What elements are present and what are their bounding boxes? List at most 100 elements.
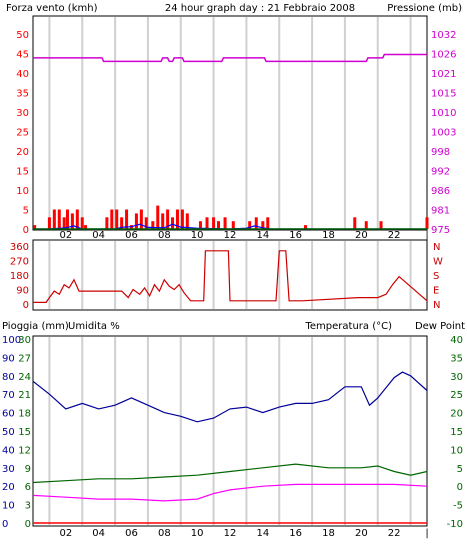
wind-bar (212, 217, 216, 229)
pressure-tick-label: 1026 (431, 50, 456, 61)
wind-tick-label: 35 (16, 89, 29, 100)
wind-bar (144, 217, 148, 229)
x-tick-label: 14 (256, 528, 269, 539)
x-tick-label: 10 (191, 528, 204, 539)
wind-bar (231, 221, 235, 229)
dew-point-line (32, 483, 428, 502)
pressure-tick-label: 986 (431, 186, 450, 197)
wind-bar (425, 217, 429, 229)
wind-bar (353, 217, 357, 229)
temp-right-tick-label: 0 (457, 482, 463, 493)
x-tick-label: 18 (322, 528, 335, 539)
temp-left-tick-label: 27 (18, 353, 31, 364)
temp-right-tick-label: 5 (457, 464, 463, 475)
rain-tick-label: 0 (2, 519, 8, 530)
x-tick-label: 22 (388, 230, 401, 241)
x-tick-label: 20 (355, 230, 368, 241)
wind-bar (84, 225, 88, 229)
wind-bar (248, 221, 252, 229)
x-tick-label: 14 (256, 230, 269, 241)
chart-title: 24 hour graph day : 21 Febbraio 2008 (165, 3, 355, 14)
temp-right-tick-label: 10 (450, 445, 463, 456)
wind-pressure-panel (32, 15, 428, 231)
wind-bar (70, 213, 74, 229)
temp-left-tick-label: 24 (18, 372, 31, 383)
wind-tick-label: 15 (16, 167, 29, 178)
wind-bar (75, 209, 79, 229)
rain-tick-label: 40 (2, 445, 15, 456)
compass-letter: N (433, 242, 440, 253)
pressure-tick-label: 1010 (431, 108, 456, 119)
direction-tick-label: 90 (16, 286, 29, 297)
wind-bar (261, 221, 265, 229)
wind-bar (180, 209, 184, 229)
wind-bar (205, 217, 209, 229)
rain-tick-label: 30 (2, 464, 15, 475)
rain-tick-label: 100 (2, 335, 21, 346)
temp-left-tick-label: 21 (18, 390, 31, 401)
wind-tick-label: 0 (23, 225, 29, 236)
wind-bar (80, 217, 84, 229)
temp-right-tick-label: 40 (450, 335, 463, 346)
x-tick-label: 06 (125, 230, 138, 241)
pressure-tick-label: 1032 (431, 30, 456, 41)
wind-bar (166, 209, 170, 229)
wind-bar (379, 221, 383, 229)
humidity-line (32, 371, 428, 423)
pressure-tick-label: 1003 (431, 128, 456, 139)
pressure-tick-label: 975 (431, 225, 450, 236)
x-tick-label: 16 (289, 230, 302, 241)
wind-bar (134, 213, 138, 229)
wind-tick-label: 20 (16, 147, 29, 158)
rain-axis-label: Pioggia (mm) (2, 321, 69, 332)
wind-bar (57, 209, 61, 229)
x-tick-label: 16 (289, 528, 302, 539)
dew-point-axis-label: Dew Point (415, 321, 465, 332)
x-tick-label: 04 (92, 528, 105, 539)
pressure-tick-label: 992 (431, 167, 450, 178)
direction-tick-label: 180 (10, 271, 29, 282)
compass-letter: N (433, 300, 440, 311)
temp-left-tick-label: 6 (25, 482, 31, 493)
temp-right-tick-label: 35 (450, 353, 463, 364)
wind-bar (151, 221, 155, 229)
rain-tick-label: 70 (2, 390, 15, 401)
rain-tick-label: 80 (2, 372, 15, 383)
rain-tick-label: 60 (2, 409, 15, 420)
compass-letter: E (433, 286, 439, 297)
wind-bar (156, 205, 160, 229)
wind-tick-label: 45 (16, 50, 29, 61)
temp-left-tick-label: 12 (18, 445, 31, 456)
rain-tick-label: 50 (2, 427, 15, 438)
x-tick-label: | (425, 230, 428, 241)
temp-right-tick-label: 20 (450, 409, 463, 420)
wind-bar (266, 217, 270, 229)
wind-bar (217, 221, 221, 229)
wind-tick-label: 25 (16, 128, 29, 139)
humidity-axis-label: Umidita % (68, 321, 120, 332)
pressure-axis-label: Pressione (mb) (387, 3, 462, 14)
wind-bar (175, 209, 179, 229)
wind-bar (52, 209, 56, 229)
rain-tick-label: 20 (2, 482, 15, 493)
wind-tick-label: 5 (23, 206, 29, 217)
wind-tick-label: 50 (16, 30, 29, 41)
temperature-humidity-panel (32, 335, 428, 527)
wind-bar (171, 217, 175, 229)
x-tick-label: 10 (191, 230, 204, 241)
temp-right-tick-label: 30 (450, 372, 463, 383)
wind-bar (62, 217, 66, 229)
compass-letter: W (433, 257, 443, 268)
compass-letter: S (433, 271, 439, 282)
temp-left-tick-label: 0 (25, 519, 31, 530)
x-tick-label: 02 (59, 528, 72, 539)
x-tick-label: 04 (92, 230, 105, 241)
wind-bar (364, 221, 368, 229)
wind-axis-label: Forza vento (kmh) (6, 3, 98, 14)
temperature-axis-label: Temperatura (°C) (304, 321, 392, 332)
wind-bar (223, 217, 227, 229)
wind-bar (139, 209, 143, 229)
pressure-line (33, 53, 427, 63)
temp-right-tick-label: 25 (450, 390, 463, 401)
